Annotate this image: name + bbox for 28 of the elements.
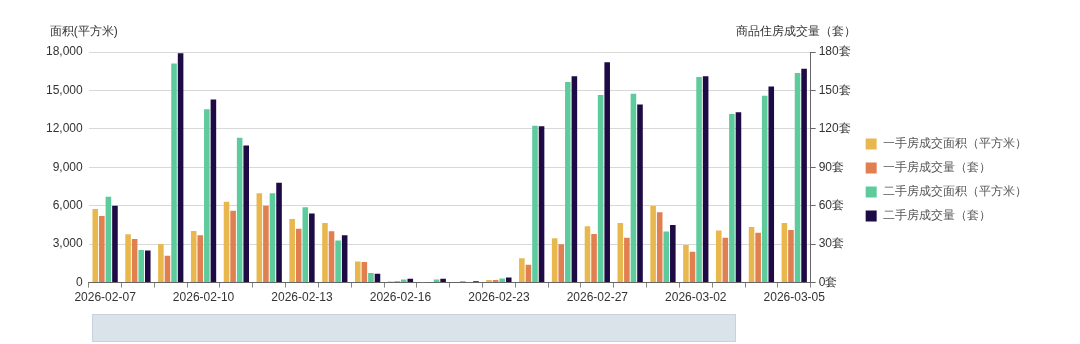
x-tick-label: 2026-02-23: [468, 290, 530, 305]
x-tick-label: 2026-02-07: [74, 290, 137, 305]
x-tick-label: 2026-03-05: [763, 290, 826, 305]
y2-tick-label: 150套: [818, 82, 851, 97]
y-tick-label: 15,000: [46, 82, 84, 97]
y-tick-label: 6,000: [52, 198, 84, 213]
y-tick-label: 12,000: [46, 121, 84, 136]
y-tick-label: 18,000: [46, 44, 84, 59]
y-tick-label: 9,000: [52, 159, 84, 174]
x-tick-label: 2026-02-16: [369, 290, 432, 305]
x-tick-label: 2026-03-02: [665, 290, 727, 305]
legend-label: 二手房成交量（套）: [882, 208, 995, 223]
y2-tick-label: 60套: [818, 198, 844, 213]
x-tick-label: 2026-02-27: [566, 290, 629, 305]
y-tick-label: 3,000: [52, 236, 84, 251]
y-axis-title: 面积(平方米): [49, 24, 118, 39]
y2-tick-label: 180套: [818, 44, 851, 59]
x-tick-label: 2026-02-10: [172, 290, 235, 305]
y2-tick-label: 120套: [818, 121, 851, 136]
legend-label: 一手房成交量（套）: [882, 160, 995, 175]
y-tick-label: 0: [76, 274, 84, 289]
legend-label: 一手房成交面积（平方米）: [882, 136, 1031, 151]
y2-tick-label: 30套: [818, 236, 844, 251]
legend-label: 二手房成交面积（平方米）: [882, 184, 1031, 199]
y2-tick-label: 0套: [818, 274, 838, 289]
y2-tick-label: 90套: [818, 159, 844, 174]
x-tick-label: 2026-02-13: [271, 290, 334, 305]
y2-axis-title: 商品住房成交量（套）: [735, 24, 856, 39]
